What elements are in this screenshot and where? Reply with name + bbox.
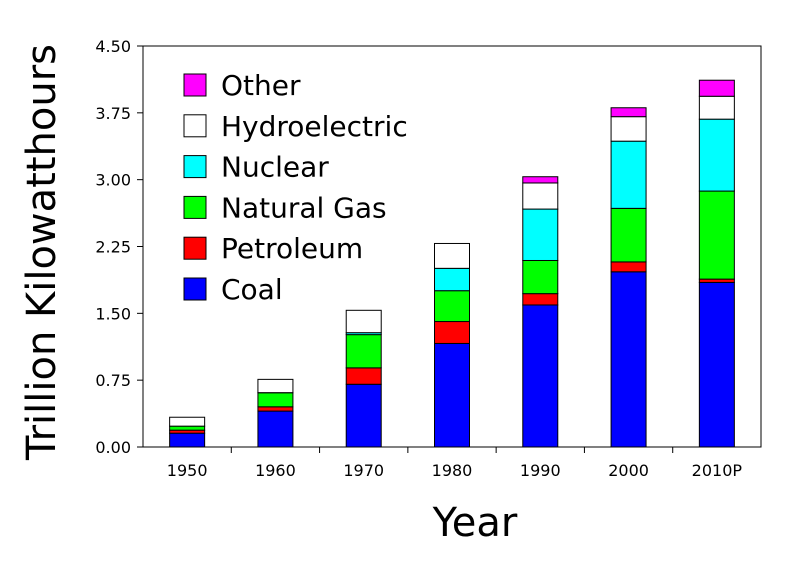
bar-segment: [257, 378, 294, 394]
bar-segment: [610, 271, 647, 448]
y-tick-label: 4.50: [95, 37, 131, 56]
bar-segment: [698, 190, 735, 280]
legend: Other Hydroelectric Nuclear Natural Gas Petr…: [183, 69, 408, 306]
x-axis-title: Year: [432, 500, 518, 546]
legend-swatch: [183, 155, 207, 179]
bar-segment: [698, 118, 735, 192]
x-tick-label: 1960: [255, 461, 296, 480]
legend-swatch: [183, 114, 207, 138]
bar-segment: [610, 261, 647, 273]
bar-segment: [522, 208, 559, 261]
axes-layer: 0.00 0.75 1.50 2.25 3.00 3.75 4.50 1950 1960 1970…: [95, 37, 762, 480]
bar-segment: [257, 410, 294, 448]
bar-segment: [610, 140, 647, 209]
bar-segment: [610, 116, 647, 142]
bar-segment: [434, 290, 470, 323]
legend-label: Coal: [221, 273, 283, 306]
bar-segment: [522, 182, 559, 210]
bar-segment: [522, 293, 559, 306]
y-tick-label: 1.50: [95, 304, 131, 323]
x-tick-label: 2010P: [692, 461, 743, 480]
bar-segment: [698, 95, 735, 120]
x-tick-label: 1990: [520, 461, 561, 480]
y-axis-title: Trillion Kilowatthours: [19, 44, 65, 461]
bar-segment: [345, 334, 382, 369]
bar-segment: [434, 321, 470, 344]
bar-segment: [345, 367, 382, 385]
bar-segment: [169, 425, 206, 431]
x-tick-label: 1950: [167, 461, 208, 480]
bar-segment: [522, 304, 559, 448]
y-tick-label: 3.00: [95, 171, 131, 190]
x-tick-label: 2000: [608, 461, 649, 480]
legend-label: Petroleum: [221, 232, 363, 265]
bars-layer: [169, 79, 735, 448]
bar-segment: [257, 392, 294, 408]
bar-segment: [522, 259, 559, 295]
y-tick-label: 0.00: [95, 438, 131, 457]
bar-segment: [434, 242, 470, 269]
x-tick-label: 1970: [343, 461, 384, 480]
legend-swatch: [183, 73, 207, 97]
bar-segment: [698, 79, 735, 97]
x-tick-label: 1980: [432, 461, 473, 480]
bar-segment: [169, 416, 206, 427]
legend-swatch: [183, 195, 207, 219]
bar-segment: [522, 176, 559, 184]
y-tick-label: 0.75: [95, 371, 131, 390]
legend-label: Natural Gas: [221, 191, 387, 224]
bar-segment: [610, 107, 647, 118]
legend-label: Nuclear: [221, 151, 329, 184]
bar-segment: [345, 309, 382, 334]
legend-swatch: [183, 236, 207, 260]
bar-segment: [257, 406, 294, 412]
legend-swatch: [183, 277, 207, 301]
bar-segment: [610, 207, 647, 263]
legend-label: Hydroelectric: [221, 110, 408, 143]
bar-segment: [434, 267, 470, 292]
legend-label: Other: [221, 69, 301, 102]
bar-segment: [434, 342, 470, 448]
y-tick-label: 3.75: [95, 104, 131, 123]
bar-segment: [698, 281, 735, 448]
bar-segment: [345, 383, 382, 448]
y-tick-label: 2.25: [95, 238, 131, 257]
bar-segment: [169, 432, 206, 448]
